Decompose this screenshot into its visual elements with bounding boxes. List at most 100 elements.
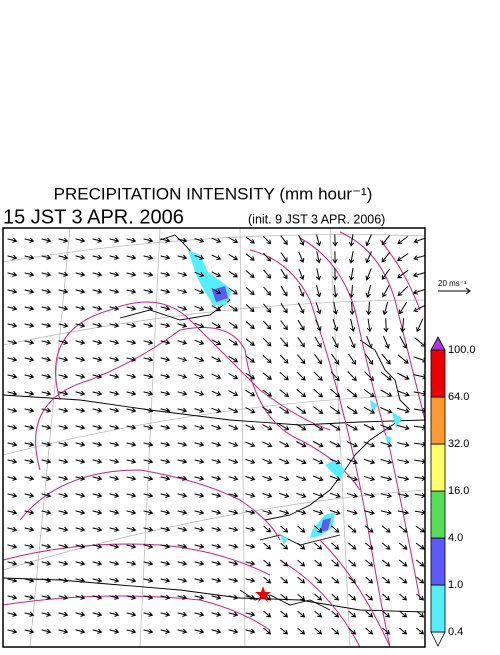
wind-arrow [296,441,307,448]
wind-arrow [58,611,69,617]
colorbar-segment [430,396,446,445]
wind-arrow [75,373,86,379]
wind-arrow [143,560,154,566]
wind-arrow [75,407,86,413]
wind-arrow [245,355,255,363]
isobar [249,249,391,647]
colorbar-label: 0.4 [448,626,463,638]
wind-arrow [58,441,69,447]
wind-arrow [126,611,137,617]
wind-arrow [365,559,374,567]
wind-arrow [7,254,18,260]
wind-arrow [364,542,374,550]
wind-arrow [160,594,171,600]
wind-vectors [7,234,425,635]
wind-arrow [75,441,86,447]
wind-arrow [228,441,239,447]
wind-arrow [211,305,222,312]
wind-arrow [228,253,238,261]
wind-arrow [177,560,188,566]
wind-arrow [24,543,35,549]
wind-arrow [143,577,154,583]
wind-arrow [399,593,408,601]
wind-arrow [126,305,137,311]
wind-arrow [24,373,35,379]
isobar [55,301,331,431]
precipitation [188,250,402,545]
wind-arrow [7,373,18,379]
wind-arrow [312,441,324,448]
wind-arrow [263,559,272,567]
wind-arrow [332,234,338,247]
wind-arrow [126,509,137,515]
wind-arrow [41,373,52,379]
wind-arrow [329,441,341,448]
wind-arrow [228,355,239,363]
wind-arrow [92,594,103,600]
wind-arrow [58,288,69,294]
wind-arrow [109,543,120,549]
wind-arrow [280,525,289,533]
wind-arrow [126,271,137,277]
wind-arrow [330,388,341,398]
wind-arrow [177,407,188,413]
wind-arrow [58,356,69,362]
coastline [259,534,341,546]
wind-arrow [194,373,205,379]
wind-arrow [41,458,52,464]
wind-arrow [396,407,410,414]
wind-arrow [347,542,357,550]
wind-arrow [297,337,305,348]
wind-arrow [211,339,222,346]
wind-arrow [75,492,86,498]
colorbar: 0.4 1.0 4.0 16.0 32.0 64.0 100.0 [430,336,476,647]
wind-arrow [75,543,86,549]
wind-arrow [228,390,239,397]
wind-arrow [398,559,408,567]
wind-arrow [297,627,306,635]
wind-arrow [177,441,188,447]
longitude-line [239,228,246,647]
wind-arrow [380,424,393,431]
wind-arrow [177,611,188,617]
map-frame [2,227,426,648]
wind-arrow [58,577,69,583]
wind-arrow [279,406,290,414]
wind-arrow [228,237,239,244]
wind-arrow [211,543,222,549]
wind-arrow [160,458,171,464]
wind-arrow [92,373,103,379]
border [3,577,425,613]
wind-arrow [347,525,357,533]
isobar [379,239,421,311]
wind-arrow [245,509,256,515]
wind-arrow [143,628,154,634]
wind-arrow [194,492,205,498]
wind-arrow [346,388,358,398]
rain-area [280,535,288,545]
wind-arrow [346,475,358,482]
wind-arrow [313,388,324,398]
wind-arrow [177,288,188,294]
wind-arrow [109,237,120,243]
wind-arrow [24,458,35,464]
colorbar-label: 4.0 [448,532,463,544]
wind-arrow [296,475,307,482]
wind-arrow [7,526,18,532]
wind-arrow [397,372,410,380]
wind-arrow [126,475,137,481]
colorbar-label: 16.0 [448,485,469,497]
wind-arrow [160,407,171,413]
wind-arrow [143,322,154,328]
wind-arrow [228,492,239,498]
wind-arrow [160,424,171,430]
wind-arrow [263,252,272,262]
wind-arrow [194,322,205,328]
wind-arrow [177,458,188,464]
wind-arrow [24,526,35,532]
wind-arrow [143,509,154,515]
wind-arrow [380,407,393,414]
wind-arrow [211,526,222,532]
wind-arrow [381,268,391,280]
wind-arrow [92,237,103,243]
